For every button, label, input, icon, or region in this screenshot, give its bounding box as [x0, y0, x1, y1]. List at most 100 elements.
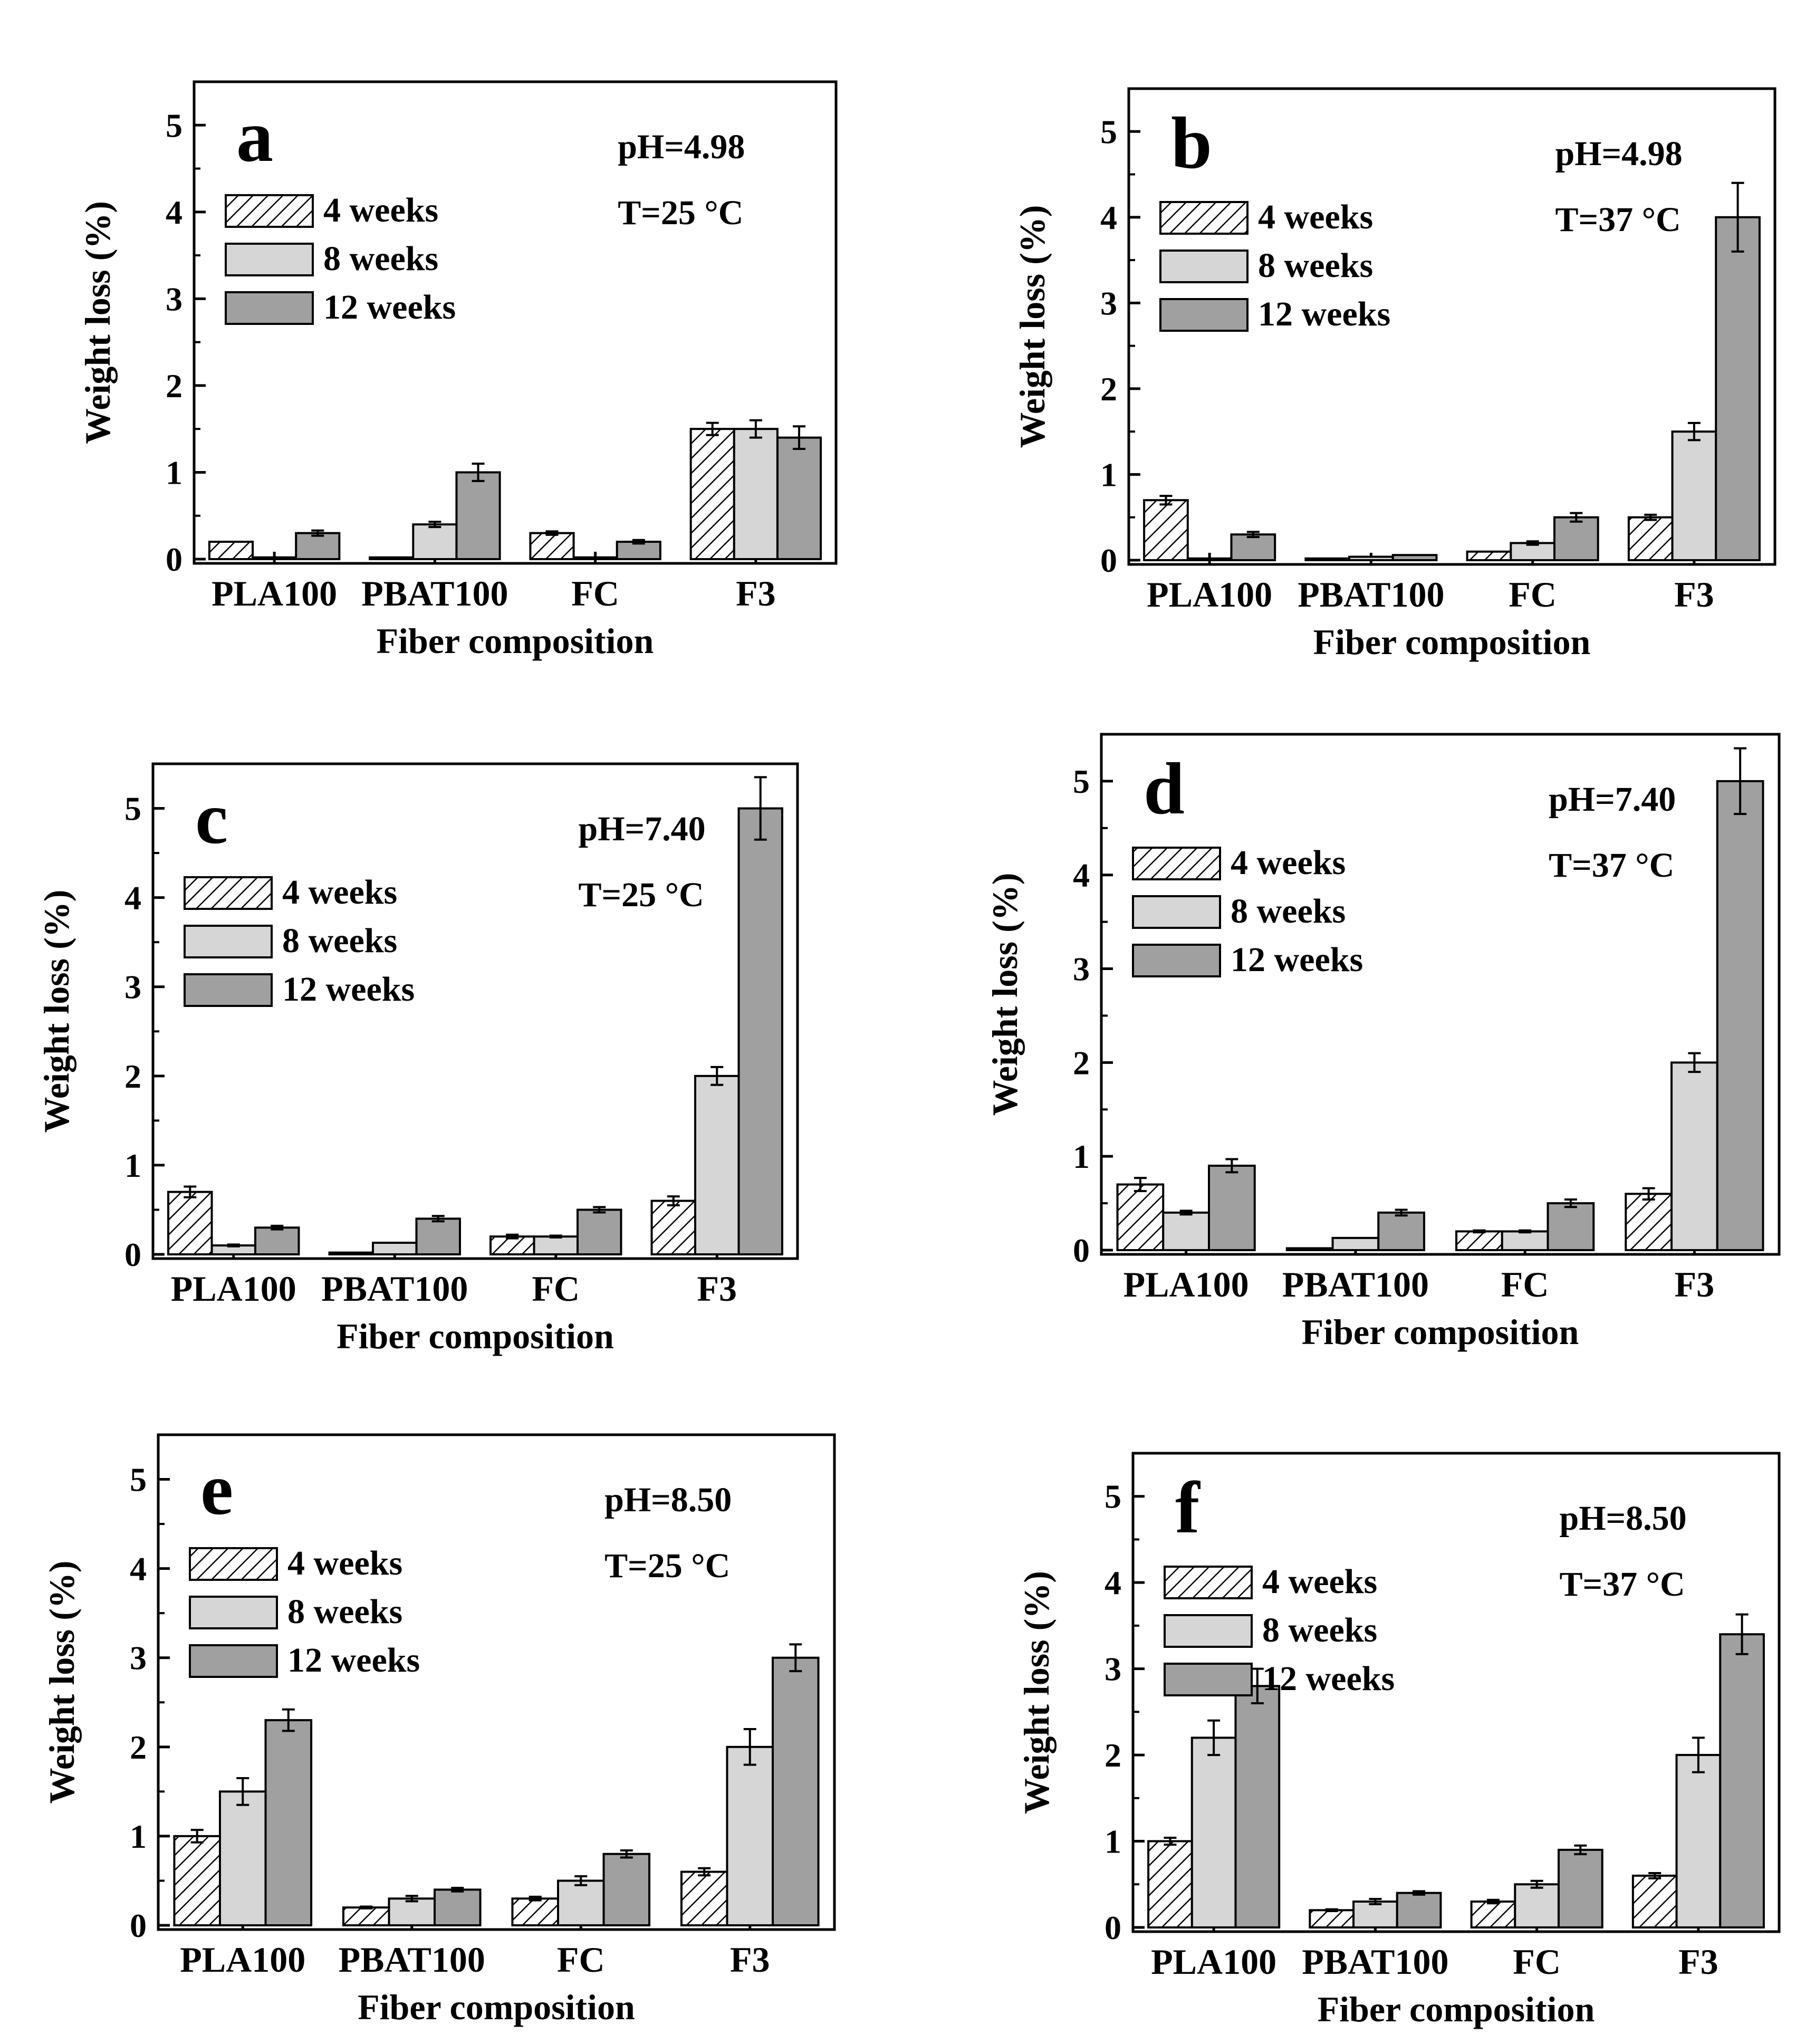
y-tick-label: 4 [1105, 1564, 1121, 1601]
bar-pbat100-12-weeks [1396, 1892, 1442, 1928]
bar-fc-12-weeks [1557, 1848, 1603, 1928]
x-tick-label: PLA100 [1147, 574, 1272, 615]
legend-swatch-4-weeks [1159, 201, 1249, 235]
bar-pla100-12-weeks [1234, 1685, 1281, 1929]
bar-f3-4-weeks [1627, 516, 1674, 562]
condition-ph: pH=7.40 [579, 810, 706, 848]
condition-ph: pH=7.40 [1549, 780, 1676, 819]
bar-f3-12-weeks [737, 807, 783, 1255]
x-tick-label: F3 [736, 573, 776, 613]
bar-pla100-4-weeks [208, 541, 254, 561]
bar-fc-8-weeks [533, 1235, 579, 1256]
y-tick-label: 2 [1105, 1736, 1121, 1774]
x-tick-label: PLA100 [1151, 1942, 1276, 1982]
legend-swatch-4-weeks [184, 876, 273, 910]
bar-f3-4-weeks [680, 1870, 728, 1926]
legend-swatch-8-weeks [184, 925, 273, 958]
bar-pbat100-8-weeks [412, 523, 458, 561]
bar-f3-8-weeks [726, 1745, 774, 1926]
x-axis-label: Fiber composition [1318, 1989, 1595, 2029]
condition-ph: pH=8.50 [604, 1481, 732, 1519]
bar-pla100-12-weeks [1207, 1164, 1256, 1251]
y-tick-label: 5 [124, 790, 141, 828]
legend-label: 12 weeks [1258, 295, 1390, 333]
x-axis-label: Fiber composition [337, 1316, 614, 1356]
bar-fc-12-weeks [1547, 1202, 1595, 1251]
bar-f3-8-weeks [1675, 1754, 1722, 1928]
legend-swatch-4-weeks [189, 1547, 278, 1581]
y-tick-label: 0 [124, 1236, 141, 1273]
bar-fc-8-weeks [556, 1879, 605, 1927]
bar-fc-4-weeks [489, 1235, 535, 1256]
condition-ph: pH=4.98 [618, 128, 745, 166]
bar-f3-8-weeks [694, 1074, 740, 1256]
chart-panel-a: 0 1 2 3 4 5 Weight loss (%) PLA100 PBAT100 FC F3 Fi… [78, 80, 838, 661]
chart-panel-e: 0 1 2 3 4 5 Weight loss (%) PLA100 PBAT100 FC F3 Fi… [42, 1433, 836, 2027]
y-tick-label: 3 [1105, 1650, 1121, 1688]
bar-f3-4-weeks [689, 428, 735, 560]
legend-swatch-4-weeks [225, 194, 314, 228]
x-tick-label: PBAT100 [361, 573, 508, 613]
legend-swatch-12-weeks [1132, 944, 1221, 977]
y-tick-label: 0 [1073, 1232, 1090, 1269]
bar-f3-4-weeks [1631, 1874, 1678, 1928]
x-axis-label: Fiber composition [1302, 1312, 1579, 1352]
legend-label: 4 weeks [282, 873, 397, 911]
condition-ph: pH=4.98 [1555, 135, 1683, 173]
y-tick-label: 1 [166, 454, 183, 491]
y-tick-label: 4 [130, 1550, 147, 1588]
bar-pla100-12-weeks [1230, 533, 1276, 562]
chart-panel-f: 0 1 2 3 4 5 Weight loss (%) PLA100 PBAT100 FC F3 Fi… [1016, 1452, 1781, 2029]
bar-pla100-8-weeks [1162, 1211, 1210, 1252]
bar-pbat100-12-weeks [1391, 554, 1438, 562]
legend-swatch-12-weeks [225, 291, 314, 325]
x-axis-label: Fiber composition [1313, 622, 1591, 662]
plot-frame [1100, 733, 1781, 1256]
bar-pla100-4-weeks [173, 1835, 221, 1927]
bar-fc-4-weeks [511, 1897, 559, 1926]
legend-label: 8 weeks [282, 922, 397, 960]
y-tick-label: 4 [1073, 857, 1090, 894]
bar-pla100-12-weeks [295, 532, 341, 560]
y-tick-label: 1 [130, 1818, 147, 1855]
y-tick-label: 1 [1073, 1138, 1090, 1175]
legend-label: 8 weeks [1231, 892, 1346, 930]
bar-f3-12-weeks [776, 436, 822, 560]
bar-fc-12-weeks [616, 541, 661, 561]
y-axis-label: Weight loss (%) [1016, 1571, 1057, 1814]
y-tick-label: 4 [166, 194, 183, 231]
bar-pla100-12-weeks [264, 1719, 313, 1926]
y-tick-label: 5 [1073, 763, 1090, 800]
x-tick-label: PLA100 [212, 573, 337, 613]
bar-f3-12-weeks [1716, 780, 1764, 1251]
x-axis-label: Fiber composition [377, 621, 654, 661]
x-tick-label: F3 [1678, 1942, 1718, 1982]
bar-f3-8-weeks [1671, 430, 1717, 561]
bar-f3-12-weeks [772, 1656, 820, 1927]
legend-swatch-12-weeks [1164, 1663, 1253, 1696]
bar-pbat100-4-weeks [1285, 1247, 1334, 1251]
y-tick-label: 0 [1105, 1909, 1121, 1946]
legend-swatch-8-weeks [225, 243, 314, 276]
bar-pla100-12-weeks [254, 1226, 300, 1255]
bar-f3-12-weeks [1719, 1633, 1765, 1929]
bar-fc-8-weeks [572, 556, 618, 561]
y-tick-label: 2 [130, 1729, 147, 1766]
y-tick-label: 5 [130, 1461, 147, 1499]
x-tick-label: PLA100 [180, 1940, 305, 1980]
x-tick-label: F3 [1675, 1264, 1715, 1304]
bar-fc-12-weeks [576, 1208, 622, 1256]
legend-swatch-8-weeks [1164, 1614, 1253, 1648]
legend-label: 12 weeks [287, 1641, 420, 1680]
legend-swatch-4-weeks [1164, 1566, 1253, 1599]
chart-panel-c: 0 1 2 3 4 5 Weight loss (%) PLA100 PBAT100 FC F3 Fi… [36, 762, 799, 1356]
y-tick-label: 0 [166, 541, 183, 578]
y-tick-label: 3 [124, 968, 141, 1006]
legend-label: 4 weeks [323, 191, 438, 229]
legend-label: 4 weeks [287, 1544, 402, 1582]
bar-pbat100-12-weeks [455, 471, 501, 560]
x-tick-label: PBAT100 [321, 1269, 468, 1309]
plot-frame [157, 1433, 836, 1931]
bar-pbat100-8-weeks [1348, 555, 1394, 561]
